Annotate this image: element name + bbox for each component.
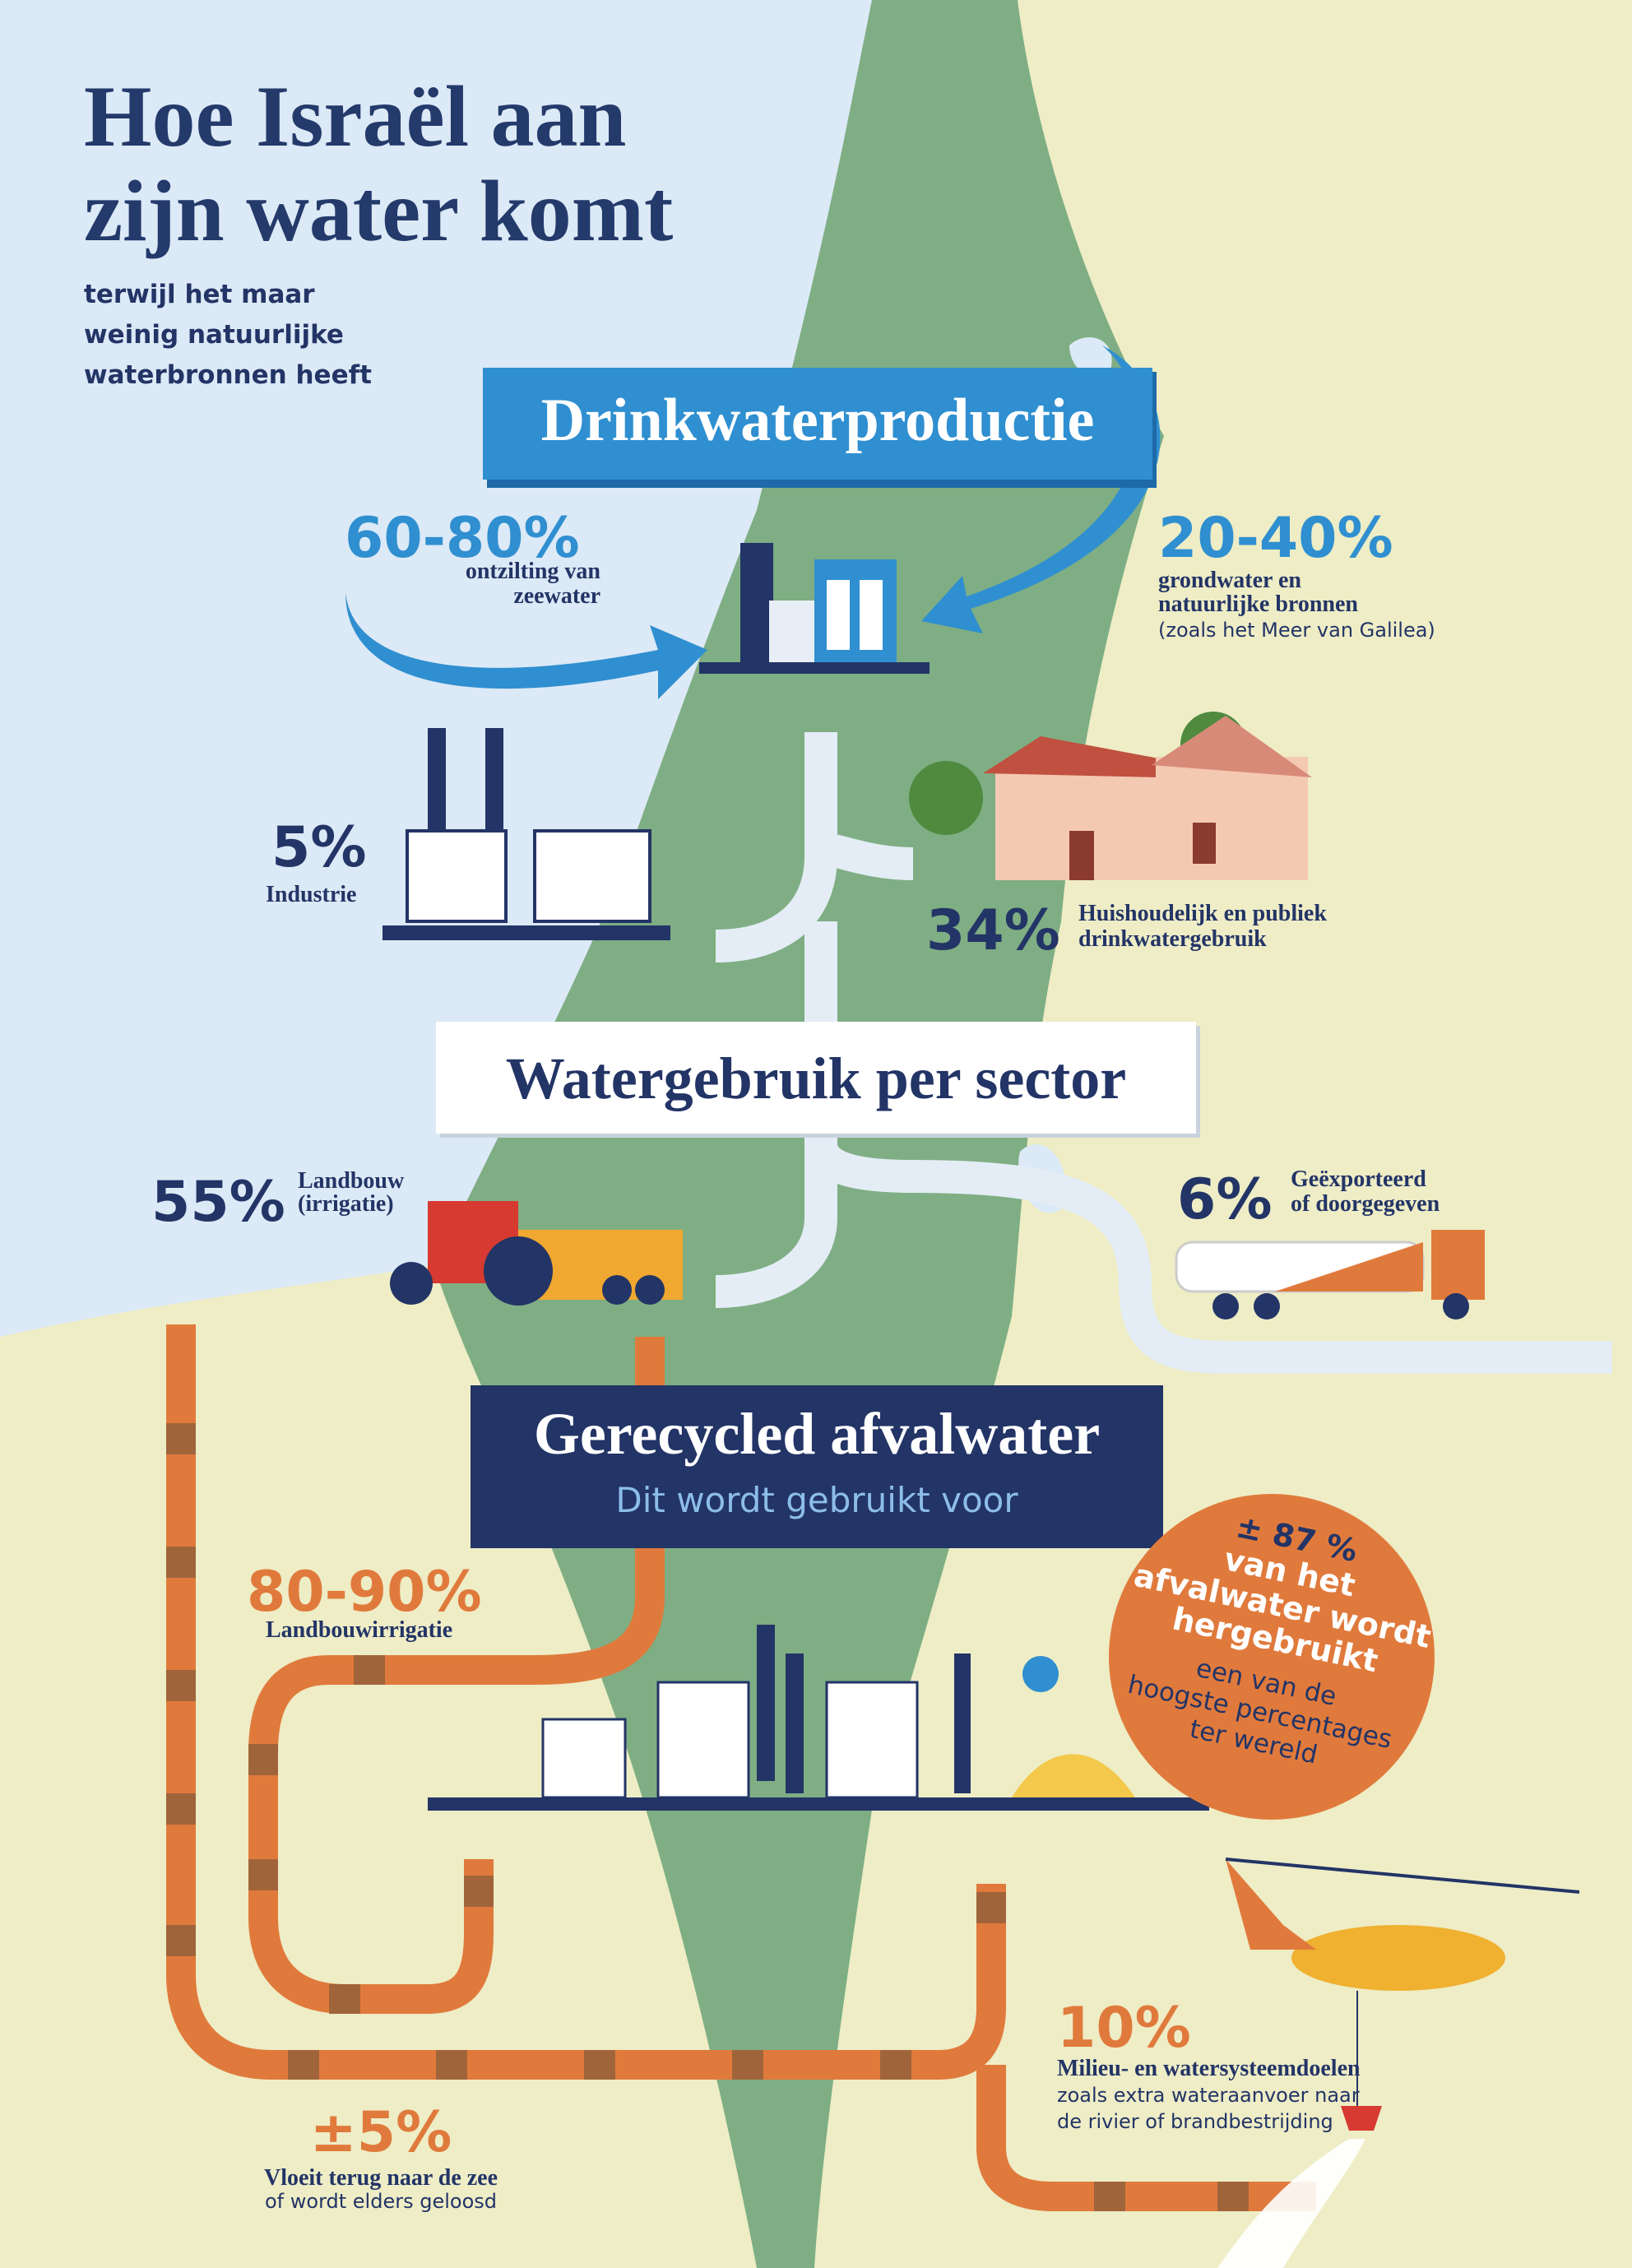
note: zoals extra wateraanvoer naar bbox=[1057, 2084, 1360, 2107]
pipe-joints-part bbox=[248, 1859, 278, 1890]
label: grondwater en bbox=[1158, 568, 1301, 593]
industry-icon-part bbox=[407, 831, 506, 921]
pipe-joints-part bbox=[464, 1876, 494, 1907]
label: Huishoudelijk en publiek bbox=[1078, 901, 1327, 926]
percent: 80-90% bbox=[247, 1560, 482, 1625]
percent: 55% bbox=[151, 1170, 285, 1235]
industry-icon-part bbox=[382, 925, 670, 940]
houses-icon-part bbox=[1156, 757, 1308, 880]
pipe-joints-part bbox=[1094, 2182, 1125, 2211]
pipe-joints-part bbox=[732, 2050, 763, 2080]
page: Hoe Israël aan zijn water komt terwijl h… bbox=[0, 0, 1632, 2268]
pipe-joints-part bbox=[166, 1670, 196, 1701]
pipe-joints-part bbox=[880, 2050, 911, 2080]
houses-icon-part bbox=[909, 761, 983, 835]
tractor-icon-part bbox=[635, 1275, 665, 1305]
note: de rivier of brandbestrijding bbox=[1057, 2110, 1333, 2133]
percent: 34% bbox=[926, 898, 1060, 963]
treatment-plant-icon-part bbox=[954, 1653, 971, 1793]
pipe-joints-part bbox=[248, 1744, 278, 1775]
pipe-joints-part bbox=[436, 2050, 467, 2080]
percent: ±5% bbox=[310, 2100, 452, 2165]
label: Vloeit terug naar de zee bbox=[264, 2165, 498, 2191]
pipe-joints-part bbox=[976, 1892, 1006, 1923]
section-heading: Watergebruik per sector bbox=[506, 1046, 1127, 1111]
industry-icon-part bbox=[535, 831, 650, 921]
title: zijn water komt bbox=[84, 163, 673, 259]
treatment-plant-icon-part bbox=[757, 1625, 775, 1781]
label: Industrie bbox=[266, 882, 356, 907]
treatment-plant-icon-part bbox=[786, 1653, 804, 1793]
water-plant-icon-part bbox=[860, 580, 883, 650]
subtitle: terwijl het maar bbox=[84, 280, 315, 309]
label: zeewater bbox=[513, 583, 600, 609]
section-heading: Gerecycled afvalwater bbox=[534, 1401, 1100, 1467]
subtitle: weinig natuurlijke bbox=[84, 320, 344, 350]
note: (zoals het Meer van Galilea) bbox=[1158, 619, 1435, 642]
pipe-joints-part bbox=[288, 2050, 319, 2080]
label: ontzilting van bbox=[466, 559, 601, 584]
pipe-joints-part bbox=[354, 1655, 385, 1685]
treatment-plant-icon-part bbox=[1022, 1656, 1059, 1692]
label: Landbouwirrigatie bbox=[266, 1617, 452, 1643]
percent: 5% bbox=[271, 815, 366, 880]
water-plant-icon-part bbox=[699, 662, 930, 674]
tractor-icon-part bbox=[390, 1262, 433, 1305]
treatment-plant-icon-part bbox=[543, 1719, 625, 1797]
note: of wordt elders geloosd bbox=[265, 2190, 497, 2213]
pipe-joints-part bbox=[1217, 2182, 1249, 2211]
treatment-plant-icon-part bbox=[658, 1682, 749, 1797]
percent: 6% bbox=[1177, 1167, 1272, 1232]
tractor-icon-part bbox=[602, 1275, 632, 1305]
pipe-joints-part bbox=[166, 1793, 196, 1825]
truck-icon-part bbox=[1431, 1230, 1485, 1300]
section-heading: Drinkwaterproductie bbox=[541, 387, 1095, 454]
water-plant-icon-part bbox=[740, 543, 773, 662]
water-plant-icon-part bbox=[827, 580, 850, 650]
label: Milieu- en watersysteemdoelen bbox=[1057, 2056, 1361, 2081]
label: drinkwatergebruik bbox=[1078, 926, 1267, 952]
truck-icon-part bbox=[1443, 1293, 1469, 1320]
label: Geëxporteerd bbox=[1291, 1166, 1426, 1192]
label: natuurlijke bronnen bbox=[1158, 591, 1358, 617]
label: of doorgegeven bbox=[1291, 1191, 1440, 1217]
treatment-plant-icon-part bbox=[428, 1797, 1209, 1811]
houses-icon-part bbox=[1069, 831, 1094, 880]
percent: 20-40% bbox=[1158, 506, 1393, 571]
section-subheading: Dit wordt gebruikt voor bbox=[615, 1480, 1018, 1520]
pipe-joints-part bbox=[166, 1547, 196, 1578]
pipe-joints-part bbox=[329, 1984, 360, 2014]
label: (irrigatie) bbox=[298, 1191, 394, 1217]
percent: 10% bbox=[1057, 1996, 1191, 2061]
tractor-icon-part bbox=[484, 1236, 553, 1306]
title: Hoe Israël aan bbox=[84, 68, 627, 165]
truck-icon-part bbox=[1254, 1293, 1280, 1320]
pipe-joints-part bbox=[584, 2050, 615, 2080]
houses-icon-part bbox=[1193, 823, 1216, 864]
truck-icon-part bbox=[1212, 1293, 1239, 1320]
label: Landbouw bbox=[298, 1168, 405, 1194]
infographic: Hoe Israël aan zijn water komt terwijl h… bbox=[0, 0, 1632, 2268]
subtitle: waterbronnen heeft bbox=[84, 360, 372, 390]
treatment-plant-icon-part bbox=[827, 1682, 917, 1797]
pipe-joints-part bbox=[166, 1925, 196, 1956]
helicopter-icon-part bbox=[1291, 1925, 1505, 1991]
pipe-joints-part bbox=[166, 1423, 196, 1454]
